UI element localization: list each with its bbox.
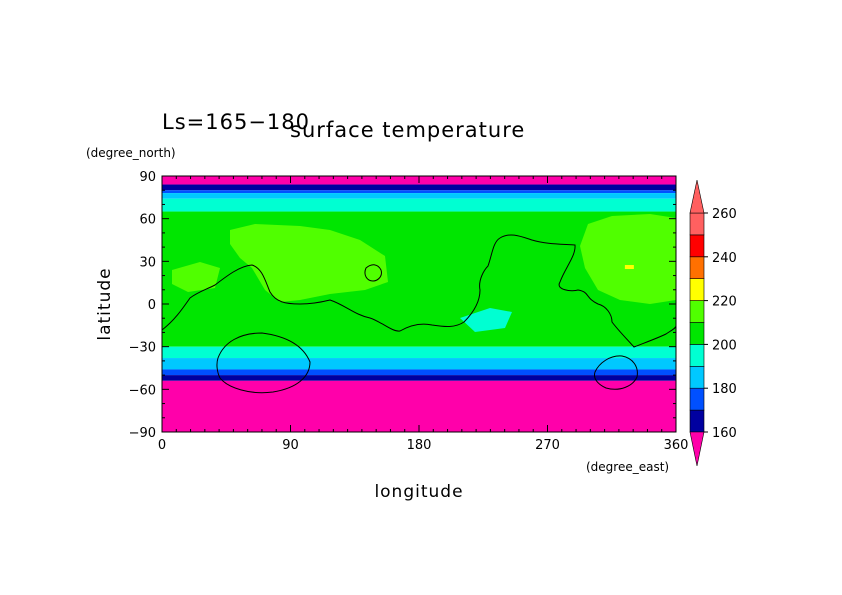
lat-band-10: [162, 380, 676, 432]
season-label: Ls=165−180: [162, 110, 310, 134]
y-axis-label: latitude: [95, 267, 115, 340]
colorbar-tick-label: 260: [712, 207, 737, 222]
y-tick-label: −30: [129, 341, 156, 356]
chart-title: surface temperature: [290, 118, 525, 142]
heatmap-field: [162, 176, 676, 432]
warm-region-west: [230, 224, 388, 302]
x-tick-label: 270: [535, 438, 560, 453]
y-tick-label: 0: [148, 298, 156, 313]
contour-loop-southeast: [594, 355, 638, 390]
x-tick-label: 0: [158, 438, 166, 453]
x-axis-ticks: 0 90 180 270 360: [158, 176, 689, 453]
y-unit-label: (degree_north): [86, 146, 176, 160]
x-unit-label: (degree_east): [586, 460, 669, 474]
colorbar-swatch-180: [689, 365, 705, 389]
colorbar-over-triangle: [689, 179, 705, 214]
colorbar-under-triangle: [689, 431, 705, 467]
warm-region-east: [580, 214, 676, 304]
lat-band-6: [162, 346, 676, 359]
colorbar-tick-label: 240: [712, 251, 737, 266]
colorbar-tick-label: 200: [712, 338, 737, 353]
colorbar-swatch-230: [689, 256, 705, 279]
y-tick-label: 90: [139, 170, 156, 185]
warm-region-small: [172, 262, 220, 292]
colorbar-tick-label: 160: [712, 426, 737, 441]
contour-loop-small: [364, 264, 382, 282]
x-tick-label: 180: [407, 438, 432, 453]
colorbar-tick-label: 220: [712, 295, 737, 310]
contour-loop-southwest: [216, 332, 311, 394]
lat-band-1: [162, 184, 676, 191]
colorbar-swatch-240: [689, 234, 705, 258]
lat-band-4: [162, 198, 676, 212]
colorbar-swatch-250: [689, 212, 705, 236]
y-tick-label: 30: [139, 255, 156, 270]
y-tick-label: −90: [129, 426, 156, 441]
colorbar-swatch-220: [689, 278, 705, 301]
y-tick-label: −60: [129, 383, 156, 398]
cool-patch: [460, 308, 512, 332]
colorbar-tick-label: 180: [712, 382, 737, 397]
y-tick-label: 60: [139, 213, 156, 228]
colorbar: 160 180 200 220 240 260: [689, 179, 737, 467]
x-tick-label: 360: [664, 438, 689, 453]
hotspot-cell: [624, 265, 634, 270]
lat-band-3: [162, 193, 676, 199]
x-axis-label: longitude: [374, 482, 463, 502]
colorbar-swatch-210: [689, 300, 705, 323]
colorbar-swatch-160: [689, 409, 705, 433]
lat-band-8: [162, 369, 676, 376]
topography-contours: [162, 234, 676, 394]
colorbar-swatch-170: [689, 387, 705, 411]
y-axis-ticks: 90 60 30 0 −30 −60 −90: [129, 170, 676, 441]
x-tick-label: 90: [282, 438, 299, 453]
lat-band-7: [162, 358, 676, 370]
lat-band-9: [162, 375, 676, 381]
contour-line-main: [162, 234, 676, 348]
colorbar-swatch-200: [689, 322, 705, 345]
colorbar-swatch-190: [689, 344, 705, 367]
lat-band-2: [162, 190, 676, 194]
